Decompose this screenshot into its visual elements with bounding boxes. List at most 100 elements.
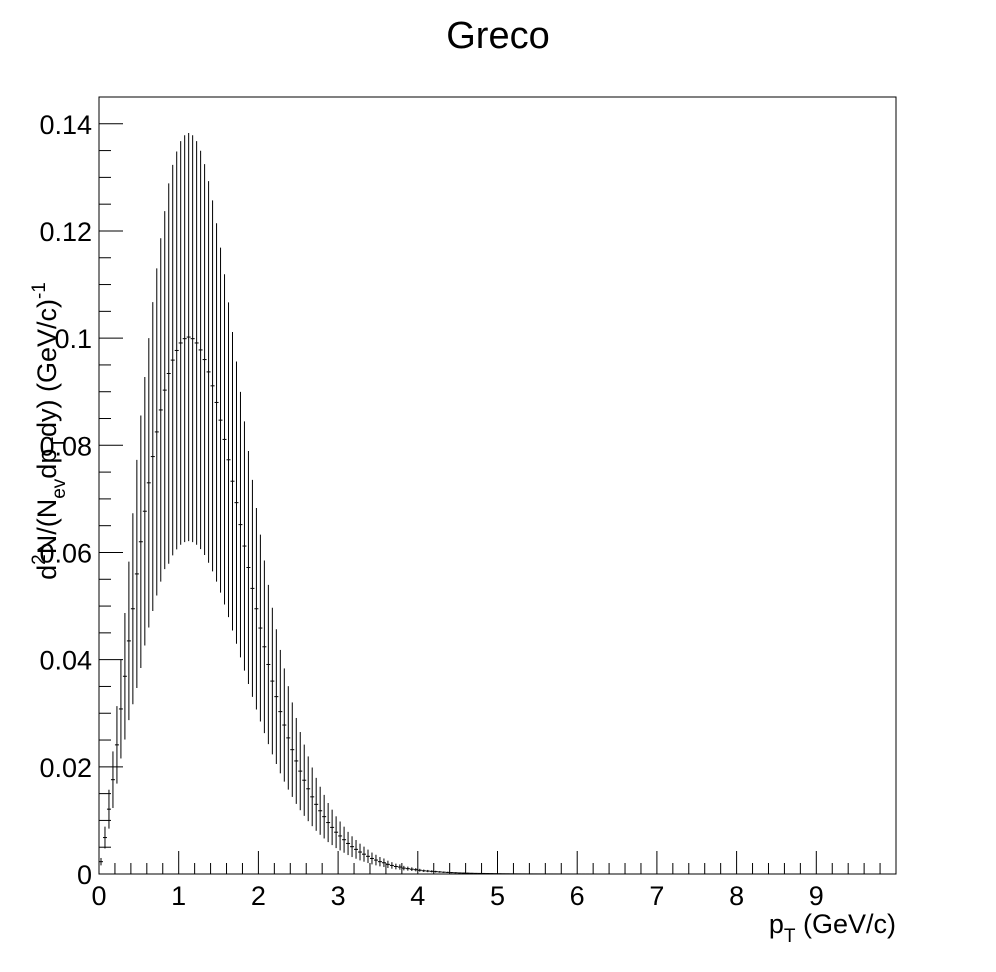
data-point xyxy=(118,659,123,759)
data-point xyxy=(218,247,223,593)
data-point xyxy=(393,863,398,870)
data-point xyxy=(377,856,382,867)
chart-title: Greco xyxy=(446,15,549,57)
data-point xyxy=(210,200,215,572)
data-point xyxy=(465,872,470,874)
data-point xyxy=(449,872,454,874)
data-point xyxy=(417,868,422,872)
data-point xyxy=(425,869,430,873)
data-point xyxy=(158,238,163,582)
data-point xyxy=(150,302,155,612)
data-point xyxy=(338,821,343,851)
data-point xyxy=(250,479,255,697)
y-tick-label: 0.06 xyxy=(39,538,92,568)
data-point xyxy=(186,133,191,542)
data-point xyxy=(381,858,386,868)
data-point xyxy=(102,826,107,849)
data-point xyxy=(429,870,434,873)
x-tick-label: 3 xyxy=(331,881,346,911)
y-axis-title: d2N/(NevdpTdy) (GeV/c)-1 xyxy=(29,282,70,580)
data-point xyxy=(421,869,426,873)
data-point xyxy=(342,826,347,853)
data-point xyxy=(254,507,259,710)
y-tick-label: 0.12 xyxy=(39,217,92,247)
data-point xyxy=(142,376,147,646)
data-point xyxy=(230,331,235,631)
data-point xyxy=(154,268,159,596)
y-tick-label: 0 xyxy=(77,860,92,890)
data-point xyxy=(278,649,283,774)
data-point xyxy=(262,560,267,734)
data-point xyxy=(282,668,287,782)
data-point xyxy=(385,860,390,869)
data-point xyxy=(358,843,363,861)
data-point xyxy=(126,561,131,721)
data-point xyxy=(182,135,187,543)
data-point xyxy=(166,183,171,564)
data-point xyxy=(469,872,474,874)
data-point xyxy=(413,868,418,872)
data-point xyxy=(134,459,139,688)
data-point xyxy=(114,706,119,784)
data-point xyxy=(461,872,466,874)
y-tick-label: 0.14 xyxy=(39,110,92,140)
data-point xyxy=(405,866,410,871)
data-point xyxy=(206,181,211,563)
data-point xyxy=(457,872,462,874)
data-point xyxy=(130,513,135,705)
data-point xyxy=(274,629,279,765)
data-point xyxy=(334,816,339,849)
x-axis-title: pT (GeV/c) xyxy=(769,909,896,947)
data-point xyxy=(290,702,295,797)
data-point xyxy=(401,865,406,871)
data-point xyxy=(138,415,143,669)
data-point xyxy=(354,839,359,859)
x-tick-label: 6 xyxy=(570,881,585,911)
data-point xyxy=(242,421,247,671)
data-point xyxy=(409,867,414,872)
data-point xyxy=(194,141,199,545)
data-point xyxy=(214,223,219,582)
data-point xyxy=(286,686,291,790)
y-tick-label: 0.1 xyxy=(54,324,92,354)
data-point xyxy=(258,534,263,722)
data-point xyxy=(350,836,355,858)
data-point xyxy=(306,756,311,822)
data-point xyxy=(397,864,402,870)
data-point xyxy=(326,803,331,843)
data-point xyxy=(146,338,151,628)
x-tick-label: 9 xyxy=(809,881,824,911)
y-tick-label: 0.04 xyxy=(39,646,92,676)
data-point xyxy=(174,151,179,550)
y-tick-label: 0.08 xyxy=(39,431,92,461)
data-point xyxy=(99,857,103,866)
data-point xyxy=(310,767,315,827)
x-tick-label: 1 xyxy=(171,881,186,911)
data-point xyxy=(198,150,203,550)
data-point xyxy=(389,862,394,869)
data-point xyxy=(162,211,167,570)
data-point xyxy=(298,732,303,811)
y-axis-ticks: 0 0.02 0.04 0.06 0.08 0.1 0.12 0.14 xyxy=(39,96,123,890)
x-tick-label: 0 xyxy=(91,881,106,911)
data-series xyxy=(99,133,626,875)
data-point xyxy=(170,164,175,556)
data-point xyxy=(302,744,307,816)
data-point xyxy=(270,607,275,755)
data-point xyxy=(441,871,446,873)
data-point xyxy=(362,846,366,862)
x-tick-label: 4 xyxy=(410,881,425,911)
data-point xyxy=(330,809,335,846)
data-point xyxy=(314,777,319,831)
data-point xyxy=(266,584,271,745)
data-point xyxy=(106,789,111,829)
data-point xyxy=(373,854,378,866)
x-tick-label: 2 xyxy=(251,881,266,911)
y-tick-label: 0.02 xyxy=(39,753,92,783)
data-point xyxy=(445,871,450,874)
data-point xyxy=(110,751,115,808)
data-point xyxy=(294,717,299,804)
data-point xyxy=(322,794,327,839)
